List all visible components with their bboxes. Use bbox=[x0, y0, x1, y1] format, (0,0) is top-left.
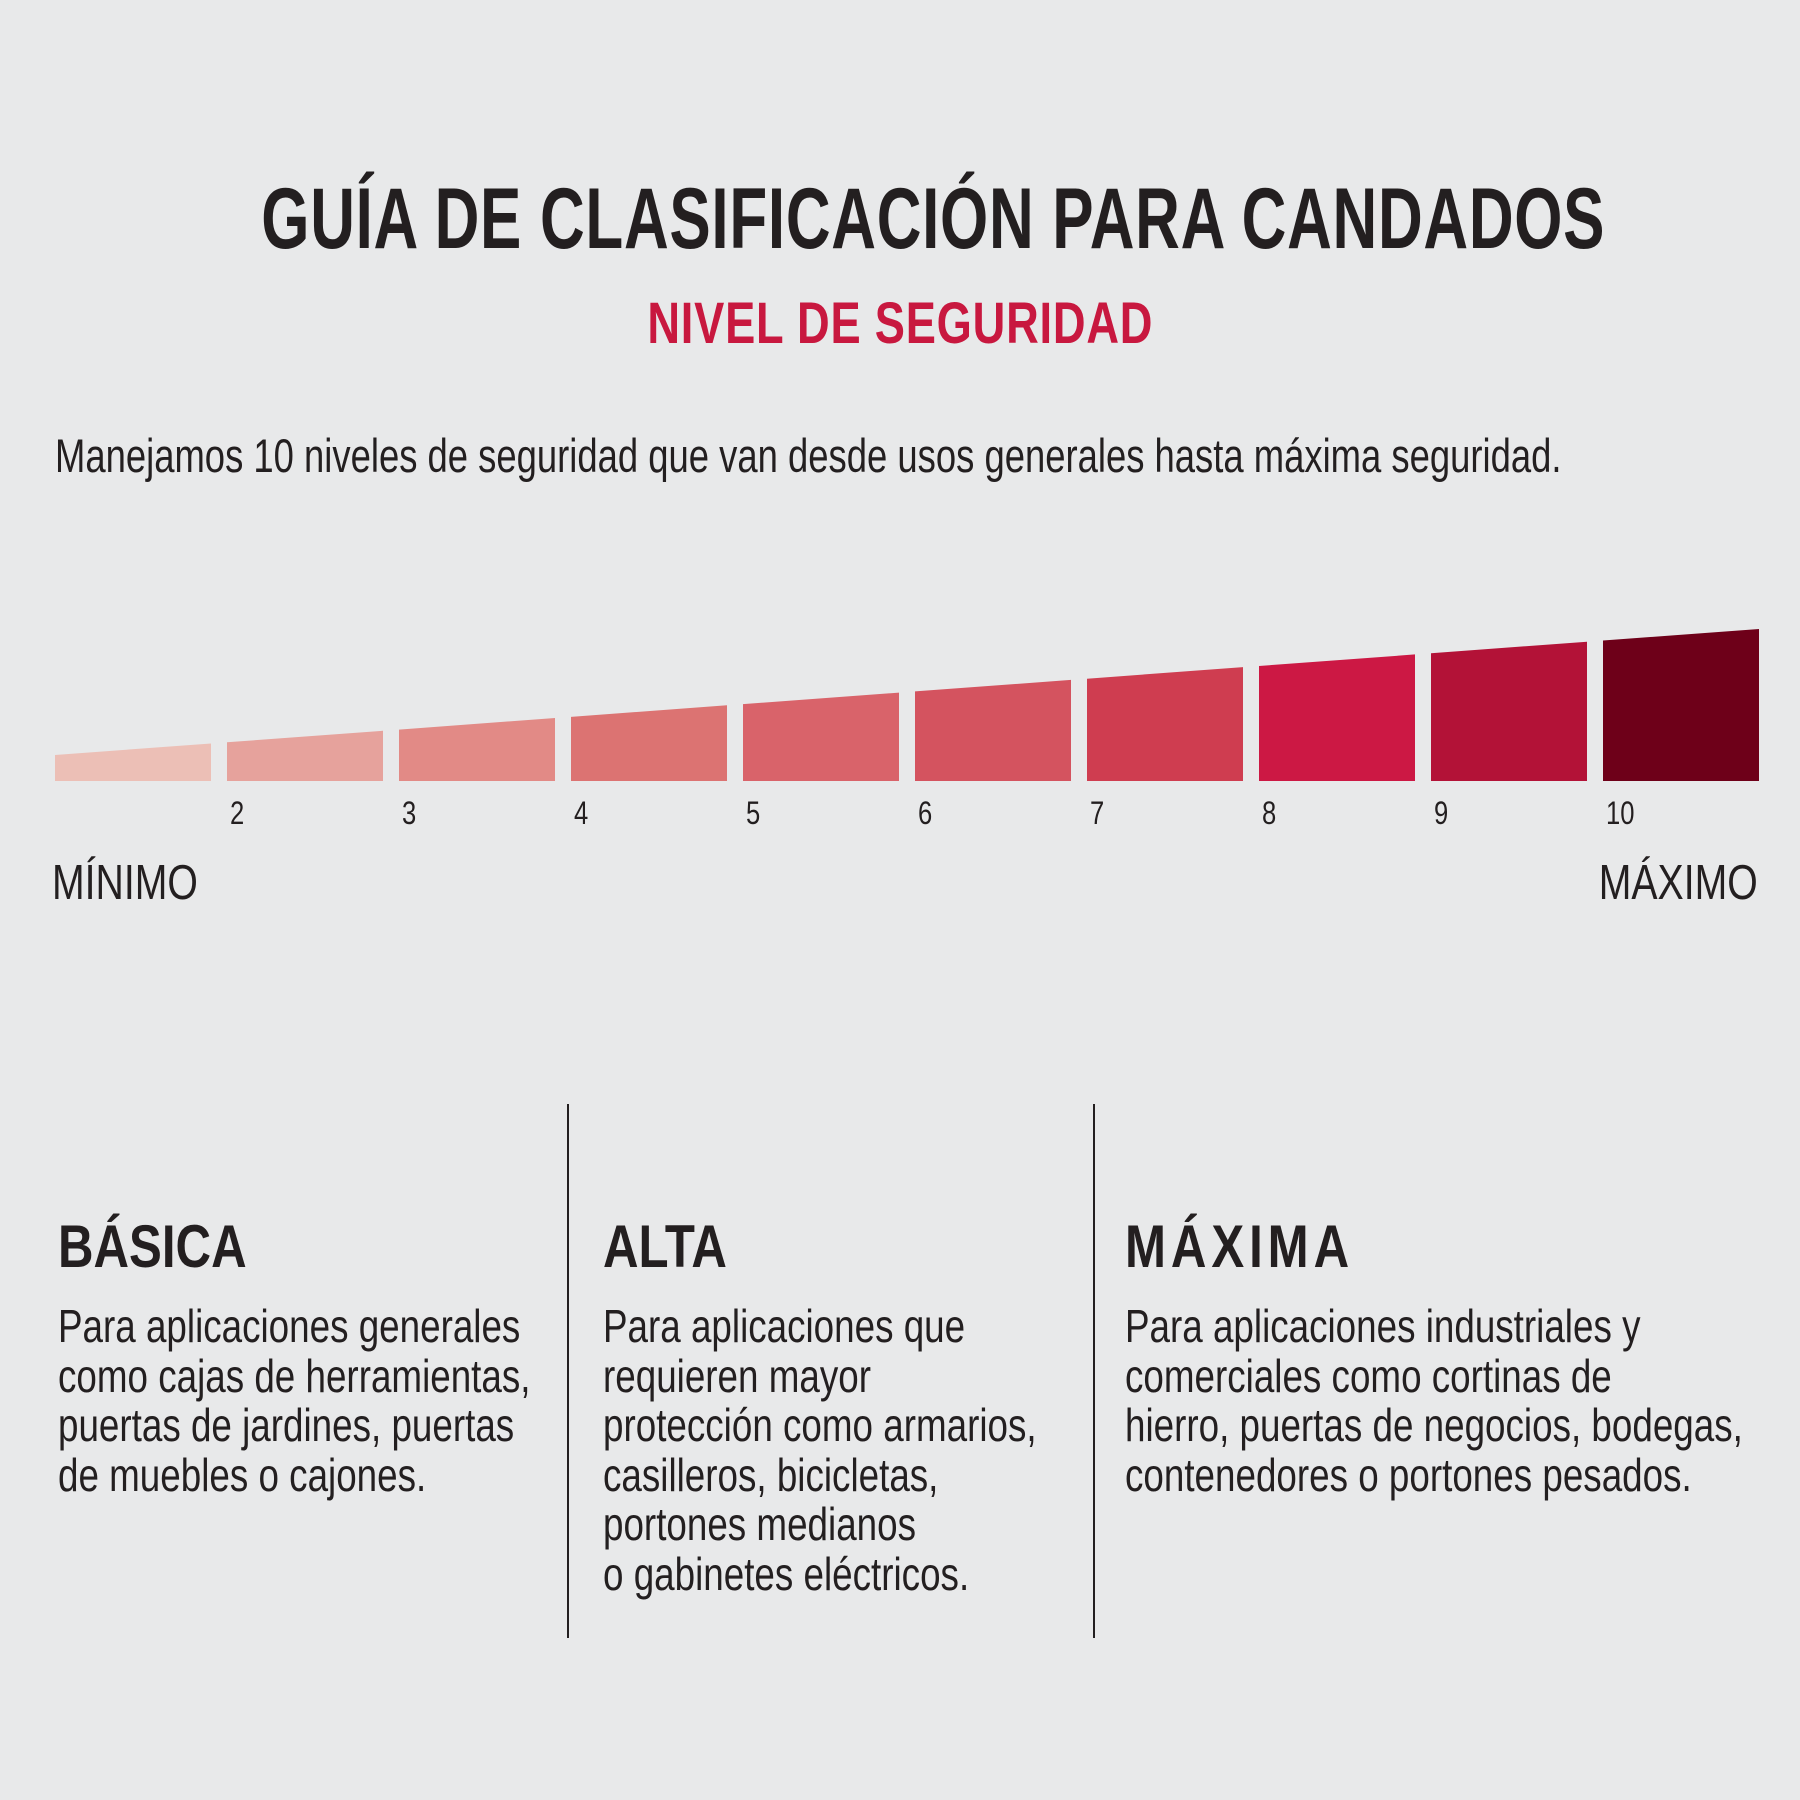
category-description-line: o gabinetes eléctricos. bbox=[603, 1547, 970, 1600]
level-bar-4 bbox=[571, 705, 727, 781]
category-description-line: como cajas de herramientas, bbox=[58, 1349, 531, 1402]
category-description-line: portones medianos bbox=[603, 1498, 916, 1550]
category-description-line: Para aplicaciones que bbox=[603, 1300, 966, 1352]
level-bar-9 bbox=[1431, 641, 1587, 781]
level-number: 6 bbox=[918, 795, 933, 831]
category-description-line: contenedores o portones pesados. bbox=[1125, 1448, 1692, 1501]
category-description-line: Para aplicaciones industriales y bbox=[1125, 1300, 1641, 1352]
min-label: MÍNIMO bbox=[52, 856, 198, 910]
level-bar-2 bbox=[227, 730, 383, 781]
level-number: 2 bbox=[230, 795, 245, 831]
page-title: GUÍA DE CLASIFICACIÓN PARA CANDADOS bbox=[261, 171, 1606, 267]
category-description-line: hierro, puertas de negocios, bodegas, bbox=[1125, 1399, 1743, 1451]
category-description-line: de muebles o cajones. bbox=[58, 1448, 427, 1501]
max-label: MÁXIMO bbox=[1599, 856, 1758, 910]
level-bar-1 bbox=[55, 743, 211, 781]
level-bar-7 bbox=[1087, 667, 1243, 781]
column-divider bbox=[567, 1104, 569, 1638]
level-number: 4 bbox=[574, 795, 589, 831]
level-number: 7 bbox=[1090, 795, 1105, 831]
level-number: 8 bbox=[1262, 795, 1277, 831]
level-number: 5 bbox=[746, 795, 761, 831]
level-bar-6 bbox=[915, 679, 1071, 781]
category-description-line: comerciales como cortinas de bbox=[1125, 1349, 1612, 1402]
level-bar-10 bbox=[1603, 629, 1759, 781]
page-subtitle: NIVEL DE SEGURIDAD bbox=[647, 291, 1153, 356]
category-description-line: casilleros, bicicletas, bbox=[603, 1448, 939, 1501]
category-title: BÁSICA bbox=[58, 1213, 247, 1280]
category-máxima: MÁXIMA Para aplicaciones industriales y co… bbox=[1125, 1212, 1800, 1500]
category-title: ALTA bbox=[603, 1213, 727, 1280]
level-number: 3 bbox=[402, 795, 417, 831]
level-bar-3 bbox=[399, 718, 555, 781]
category-description-line: Para aplicaciones generales bbox=[58, 1300, 521, 1352]
category-title: MÁXIMA bbox=[1125, 1213, 1355, 1280]
level-number: 10 bbox=[1606, 795, 1635, 831]
intro-text: Manejamos 10 niveles de seguridad que va… bbox=[55, 429, 1562, 482]
category-alta: ALTA Para aplicaciones que requieren mayor… bbox=[603, 1212, 1145, 1599]
level-bar-5 bbox=[743, 692, 899, 781]
category-description-line: protección como armarios, bbox=[603, 1399, 1037, 1451]
category-description-line: requieren mayor bbox=[603, 1349, 871, 1402]
category-básica: BÁSICA Para aplicaciones generales como ca… bbox=[58, 1212, 649, 1500]
category-description-line: puertas de jardines, puertas bbox=[58, 1399, 515, 1451]
column-divider bbox=[1093, 1104, 1095, 1638]
security-level-scale bbox=[55, 629, 1759, 781]
level-number: 9 bbox=[1434, 795, 1449, 831]
level-bar-8 bbox=[1259, 654, 1415, 781]
